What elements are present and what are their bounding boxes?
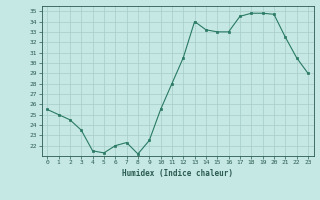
X-axis label: Humidex (Indice chaleur): Humidex (Indice chaleur) — [122, 169, 233, 178]
